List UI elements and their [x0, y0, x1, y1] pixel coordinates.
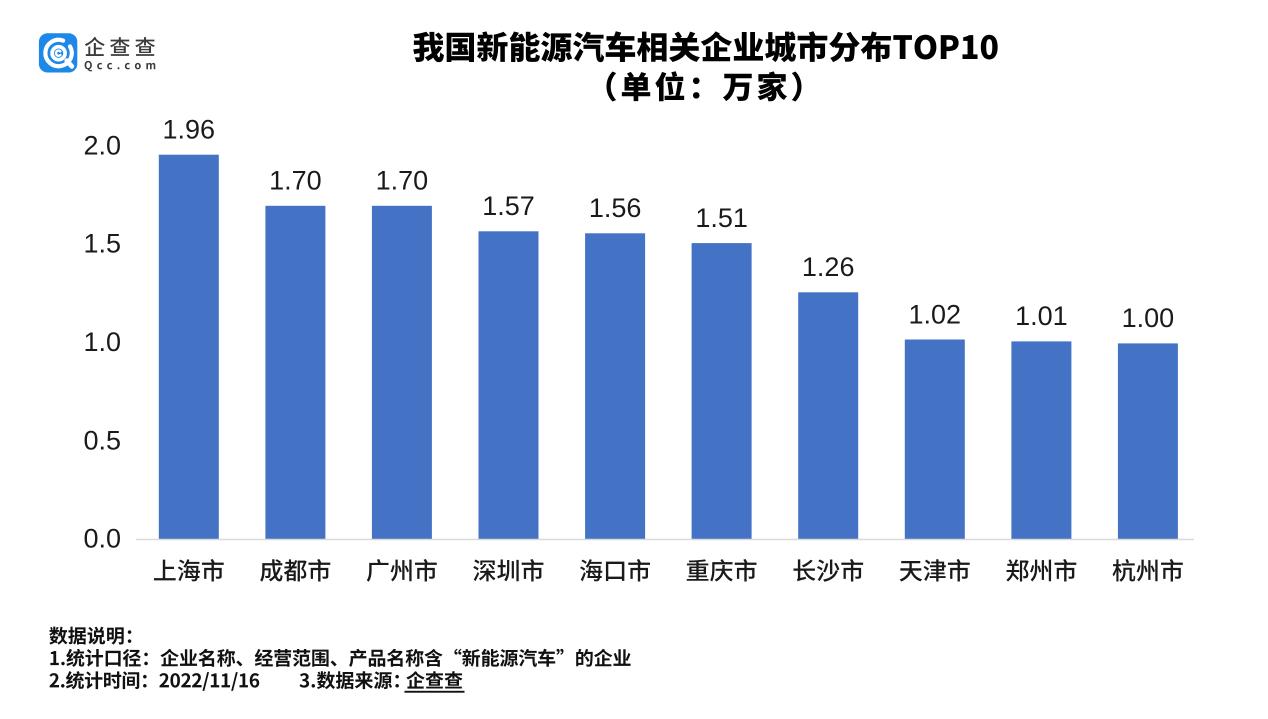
svg-text:1.26: 1.26: [802, 252, 855, 282]
svg-text:1.01: 1.01: [1015, 301, 1068, 331]
svg-text:1.96: 1.96: [163, 115, 216, 145]
svg-text:0.0: 0.0: [83, 524, 121, 554]
svg-text:2.0: 2.0: [83, 130, 121, 160]
svg-text:1.70: 1.70: [269, 166, 322, 196]
svg-text:0.5: 0.5: [83, 425, 121, 455]
svg-text:1.56: 1.56: [589, 193, 642, 223]
svg-text:1.00: 1.00: [1122, 303, 1175, 333]
svg-text:1.02: 1.02: [909, 299, 962, 329]
svg-text:1.51: 1.51: [695, 203, 748, 233]
svg-text:1.57: 1.57: [482, 191, 535, 221]
svg-text:1.5: 1.5: [83, 229, 121, 259]
svg-text:1.70: 1.70: [376, 166, 429, 196]
svg-text:1.0: 1.0: [83, 327, 121, 357]
